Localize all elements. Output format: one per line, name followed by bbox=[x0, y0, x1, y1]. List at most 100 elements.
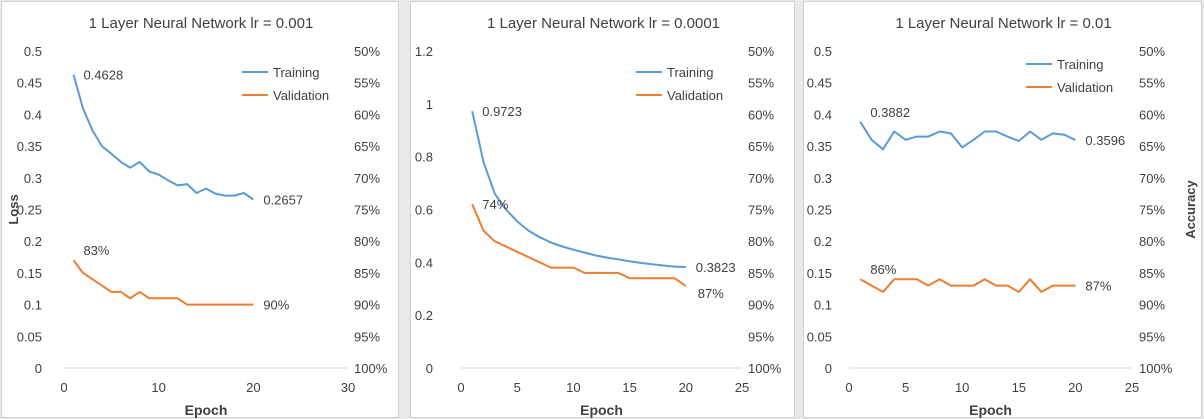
x-tick-label: 0 bbox=[845, 380, 852, 395]
chart-title: 1 Layer Neural Network lr = 0.01 bbox=[895, 15, 1111, 32]
y-tick-label: 0.35 bbox=[17, 139, 42, 154]
data-label: 0.3882 bbox=[870, 105, 910, 120]
y-tick-label: 0.05 bbox=[17, 329, 42, 344]
x-axis-label: Epoch bbox=[969, 402, 1012, 418]
y2-tick-label: 95% bbox=[354, 329, 380, 344]
y2-tick-label: 55% bbox=[1139, 76, 1165, 91]
y2-tick-label: 90% bbox=[748, 298, 774, 313]
y-tick-label: 0.4 bbox=[415, 255, 433, 270]
legend-label: Training bbox=[273, 65, 319, 80]
y2-tick-label: 75% bbox=[1139, 203, 1165, 218]
y2-tick-label: 70% bbox=[1139, 171, 1165, 186]
series-line-validation bbox=[471, 203, 687, 287]
y2-tick-label: 85% bbox=[1139, 266, 1165, 281]
y-tick-label: 0.1 bbox=[814, 298, 832, 313]
y2-tick-label: 50% bbox=[354, 44, 380, 59]
y-tick-label: 0.05 bbox=[807, 329, 832, 344]
data-label: 87% bbox=[698, 286, 724, 301]
x-tick-label: 5 bbox=[902, 380, 909, 395]
x-tick-label: 15 bbox=[622, 380, 636, 395]
x-tick-label: 20 bbox=[246, 380, 260, 395]
y-tick-label: 0.2 bbox=[415, 308, 433, 323]
y-axis-label: Loss bbox=[6, 194, 21, 224]
x-tick-label: 15 bbox=[1012, 380, 1026, 395]
legend-label: Validation bbox=[1057, 80, 1113, 95]
y2-tick-label: 100% bbox=[1139, 361, 1173, 376]
y2-tick-label: 60% bbox=[1139, 107, 1165, 122]
x-tick-label: 25 bbox=[735, 380, 749, 395]
y-tick-label: 1.2 bbox=[415, 44, 433, 59]
y-tick-label: 0.2 bbox=[24, 234, 42, 249]
y-tick-label: 0.45 bbox=[17, 76, 42, 91]
data-label: 0.4628 bbox=[83, 68, 123, 83]
y-tick-label: 0 bbox=[426, 361, 433, 376]
y-tick-label: 0.3 bbox=[814, 171, 832, 186]
data-label: 0.3823 bbox=[696, 260, 736, 275]
y2-tick-label: 90% bbox=[1139, 298, 1165, 313]
y-tick-label: 0.4 bbox=[24, 107, 42, 122]
y-tick-label: 0.25 bbox=[807, 203, 832, 218]
x-tick-label: 20 bbox=[679, 380, 693, 395]
y2-tick-label: 50% bbox=[748, 44, 774, 59]
x-axis-label: Epoch bbox=[580, 402, 623, 418]
y-tick-label: 0 bbox=[35, 361, 42, 376]
y-tick-label: 0.3 bbox=[24, 171, 42, 186]
y2-tick-label: 60% bbox=[354, 107, 380, 122]
y2-tick-label: 70% bbox=[748, 171, 774, 186]
y2-tick-label: 60% bbox=[748, 107, 774, 122]
chart-panel-lr-00001: 1 Layer Neural Network lr = 0.0001 0 0.2 0.… bbox=[410, 1, 795, 418]
legend-label: Training bbox=[667, 65, 713, 80]
series-line-validation bbox=[72, 259, 254, 306]
loss-accuracy-chart: 1 Layer Neural Network lr = 0.0001 0 0.2 0.… bbox=[415, 15, 782, 418]
y-tick-label: 0.45 bbox=[807, 76, 832, 91]
y2-tick-label: 65% bbox=[748, 139, 774, 154]
data-label: 83% bbox=[83, 243, 109, 258]
y2-tick-label: 85% bbox=[748, 266, 774, 281]
y-tick-label: 0.1 bbox=[24, 298, 42, 313]
x-tick-label: 10 bbox=[566, 380, 580, 395]
y2-tick-label: 80% bbox=[748, 234, 774, 249]
y2-tick-label: 90% bbox=[354, 298, 380, 313]
x-tick-label: 0 bbox=[457, 380, 464, 395]
chart-panel-lr-0001: 1 Layer Neural Network lr = 0.001 0 0.05 0.… bbox=[1, 1, 399, 418]
series-line-training bbox=[471, 110, 686, 268]
data-label: 0.9723 bbox=[482, 104, 522, 119]
y-tick-label: 0.5 bbox=[814, 44, 832, 59]
series-line-training bbox=[72, 74, 254, 201]
x-tick-label: 30 bbox=[341, 380, 355, 395]
chart-panel-lr-001: 1 Layer Neural Network lr = 0.01 0 0.05 0.1… bbox=[803, 1, 1202, 418]
x-tick-label: 10 bbox=[151, 380, 165, 395]
y-tick-label: 0.35 bbox=[807, 139, 832, 154]
x-tick-label: 10 bbox=[955, 380, 969, 395]
series-line-validation bbox=[859, 278, 1076, 293]
y-tick-label: 0 bbox=[825, 361, 832, 376]
y-tick-label: 1 bbox=[426, 97, 433, 112]
y2-tick-label: 55% bbox=[748, 76, 774, 91]
y-tick-label: 0.25 bbox=[17, 203, 42, 218]
x-tick-label: 0 bbox=[60, 380, 67, 395]
data-label: 86% bbox=[870, 262, 896, 277]
legend-label: Training bbox=[1057, 57, 1103, 72]
y-tick-label: 0.5 bbox=[24, 44, 42, 59]
data-label: 90% bbox=[263, 298, 289, 313]
data-label: 0.3596 bbox=[1085, 133, 1125, 148]
y-tick-label: 0.8 bbox=[415, 150, 433, 165]
y2-tick-label: 80% bbox=[1139, 234, 1165, 249]
y-tick-label: 0.6 bbox=[415, 203, 433, 218]
loss-accuracy-chart: 1 Layer Neural Network lr = 0.001 0 0.05 0.… bbox=[6, 15, 388, 418]
x-axis-label: Epoch bbox=[185, 402, 228, 418]
x-tick-label: 20 bbox=[1068, 380, 1082, 395]
y2-tick-label: 95% bbox=[1139, 329, 1165, 344]
legend-label: Validation bbox=[667, 88, 723, 103]
chart-title: 1 Layer Neural Network lr = 0.0001 bbox=[487, 15, 720, 32]
y2-tick-label: 100% bbox=[748, 361, 782, 376]
x-tick-label: 5 bbox=[514, 380, 521, 395]
y-tick-label: 0.15 bbox=[17, 266, 42, 281]
loss-accuracy-chart: 1 Layer Neural Network lr = 0.01 0 0.05 0.1… bbox=[807, 15, 1198, 418]
legend-label: Validation bbox=[273, 88, 329, 103]
y2-tick-label: 65% bbox=[1139, 139, 1165, 154]
y2-tick-label: 55% bbox=[354, 76, 380, 91]
data-label: 87% bbox=[1085, 279, 1111, 294]
y2-tick-label: 80% bbox=[354, 234, 380, 249]
y2-tick-label: 75% bbox=[354, 203, 380, 218]
